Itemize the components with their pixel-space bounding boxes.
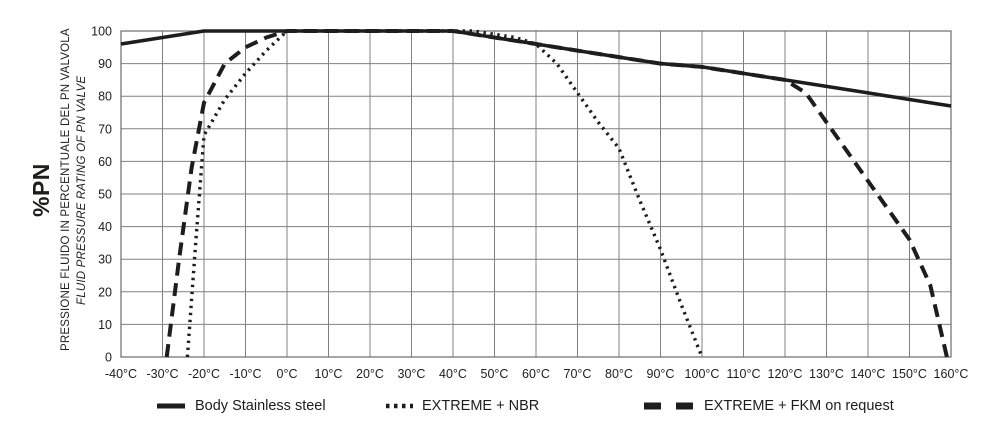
x-tick-label: 130°C (809, 367, 844, 381)
y-tick-label: 70 (98, 122, 112, 136)
x-tick-label: 110°C (727, 367, 761, 381)
x-tick-label: 10°C (315, 367, 343, 381)
x-tick-label: 160°C (934, 367, 969, 381)
x-tick-label: -40°C (105, 367, 137, 381)
legend-label-nbr: EXTREME + NBR (422, 398, 540, 414)
y-tick-label: 90 (98, 57, 112, 71)
x-tick-label: -20°C (188, 367, 220, 381)
x-tick-label: 100°C (685, 367, 720, 381)
legend-swatch-dashed-line (644, 402, 695, 410)
y-tick-label: 80 (98, 90, 112, 104)
legend-label-fkm: EXTREME + FKM on request (704, 398, 894, 414)
plot-frame (120, 30, 952, 358)
series-line-dashed (164, 29, 949, 358)
legend-item-stainless: Body Stainless steel (156, 398, 326, 414)
legend-item-fkm: EXTREME + FKM on request (643, 398, 894, 414)
x-tick-label: 80°C (605, 367, 633, 381)
y-tick-label: 30 (98, 253, 112, 267)
x-tick-label: -10°C (229, 367, 261, 381)
legend-label-stainless: Body Stainless steel (195, 398, 326, 414)
legend-swatch-dotted-line (386, 403, 413, 409)
x-tick-label: 90°C (647, 367, 675, 381)
x-tick-label: 120°C (768, 367, 803, 381)
legend-swatch-solid-line (157, 403, 185, 409)
legend-item-nbr: EXTREME + NBR (385, 398, 539, 414)
x-tick-label: 40°C (439, 367, 467, 381)
y-tick-label: 60 (98, 155, 112, 169)
x-tick-label: 30°C (398, 367, 426, 381)
y-tick-label: 100 (91, 25, 112, 39)
y-tick-label: 10 (98, 318, 112, 332)
y-tick-label: 50 (98, 188, 112, 202)
x-tick-label: 60°C (522, 367, 550, 381)
y-tick-label: 40 (98, 220, 112, 234)
x-tick-label: 20°C (356, 367, 384, 381)
x-tick-label: 50°C (481, 367, 509, 381)
x-tick-label: -30°C (146, 367, 178, 381)
x-tick-label: 70°C (564, 367, 592, 381)
chart-legend: Body Stainless steel EXTREME + NBR EXTRE… (0, 398, 988, 428)
x-tick-label: 140°C (851, 367, 886, 381)
y-tick-label: 0 (105, 351, 112, 365)
y-tick-label: 20 (98, 285, 112, 299)
x-tick-label: 150°C (892, 367, 927, 381)
x-tick-label: 0°C (277, 367, 298, 381)
